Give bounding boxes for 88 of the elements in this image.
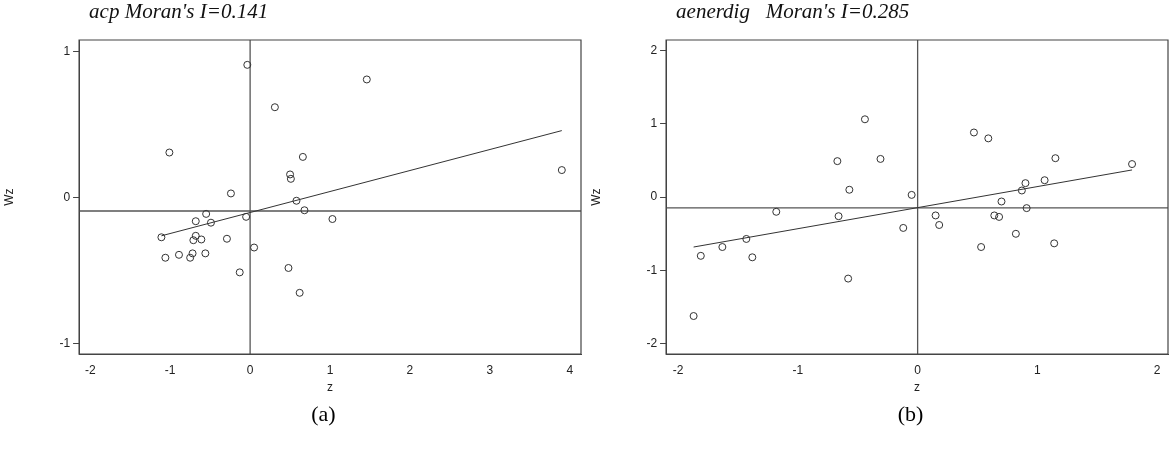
x-tick-label: -2 [84, 362, 96, 377]
point [1051, 154, 1060, 163]
point [689, 312, 698, 321]
x-tick-label: -2 [672, 362, 684, 377]
point [984, 134, 993, 143]
point [189, 236, 198, 245]
point [742, 234, 751, 243]
point [188, 249, 197, 258]
point [772, 207, 781, 216]
point [222, 234, 231, 243]
point [1050, 239, 1059, 248]
point [286, 174, 295, 183]
point [165, 148, 174, 157]
point [191, 217, 200, 226]
y-tick-label: 0 [63, 190, 71, 205]
point [186, 253, 195, 262]
point [876, 154, 885, 163]
point [845, 185, 854, 194]
text: (a) [310, 401, 337, 427]
point [1022, 204, 1031, 213]
y-tick-label: -2 [646, 336, 658, 351]
point [995, 212, 1004, 221]
point [328, 215, 337, 224]
chart-title: aenerdig Moran's I=0.285 [676, 0, 910, 23]
point [235, 268, 244, 277]
x-axis-title: z [327, 380, 334, 395]
y-tick-label: -1 [59, 336, 71, 351]
y-axis-title: Wz [1, 188, 16, 206]
chart-title: acp Moran's I=0.141 [89, 0, 269, 23]
point [284, 263, 293, 272]
point [907, 190, 916, 199]
point [1011, 229, 1020, 238]
point [860, 115, 869, 124]
point [286, 170, 295, 179]
point [990, 211, 999, 220]
point [748, 253, 757, 262]
point [295, 288, 304, 297]
x-tick-label: 0 [246, 362, 254, 377]
x-tick-label: 4 [566, 362, 574, 377]
point [844, 274, 853, 283]
point [197, 235, 206, 244]
point [206, 218, 215, 227]
point [997, 197, 1006, 206]
point [969, 128, 978, 137]
point [1017, 186, 1026, 195]
point [242, 212, 251, 221]
point [226, 189, 235, 198]
x-tick-label: 2 [1153, 362, 1161, 377]
x-tick-label: 1 [1034, 362, 1042, 377]
point [270, 103, 279, 112]
point [300, 206, 309, 215]
point [157, 233, 166, 242]
y-tick-label: 2 [650, 42, 658, 57]
x-axis-title: z [914, 380, 921, 395]
point [834, 212, 843, 221]
point [833, 157, 842, 166]
point [977, 243, 986, 252]
x-tick-label: 2 [406, 362, 414, 377]
point [718, 243, 727, 252]
point [557, 166, 566, 175]
y-tick-label: -1 [646, 262, 658, 277]
point [362, 75, 371, 84]
point [191, 231, 200, 240]
point [696, 251, 705, 260]
y-tick-label: 1 [650, 116, 658, 130]
y-tick-label: 1 [63, 44, 71, 58]
text: (b) [896, 401, 925, 427]
x-tick-label: 3 [486, 362, 494, 377]
y-axis-title: Wz [588, 188, 603, 206]
point [202, 209, 211, 218]
x-tick-label: -1 [164, 362, 176, 377]
y-tick-label: 0 [650, 189, 658, 204]
point [1128, 160, 1137, 169]
point [161, 253, 170, 262]
point [243, 60, 252, 69]
x-tick-label: 0 [914, 362, 922, 377]
point [935, 221, 944, 229]
point [250, 243, 259, 252]
point [1021, 179, 1030, 188]
point [931, 211, 940, 220]
point [899, 223, 908, 232]
point [201, 249, 210, 258]
x-tick-label: 1 [326, 362, 334, 377]
point [292, 196, 301, 205]
point [298, 152, 307, 161]
point [174, 250, 183, 259]
point [1040, 176, 1049, 185]
x-tick-label: -1 [792, 362, 804, 377]
